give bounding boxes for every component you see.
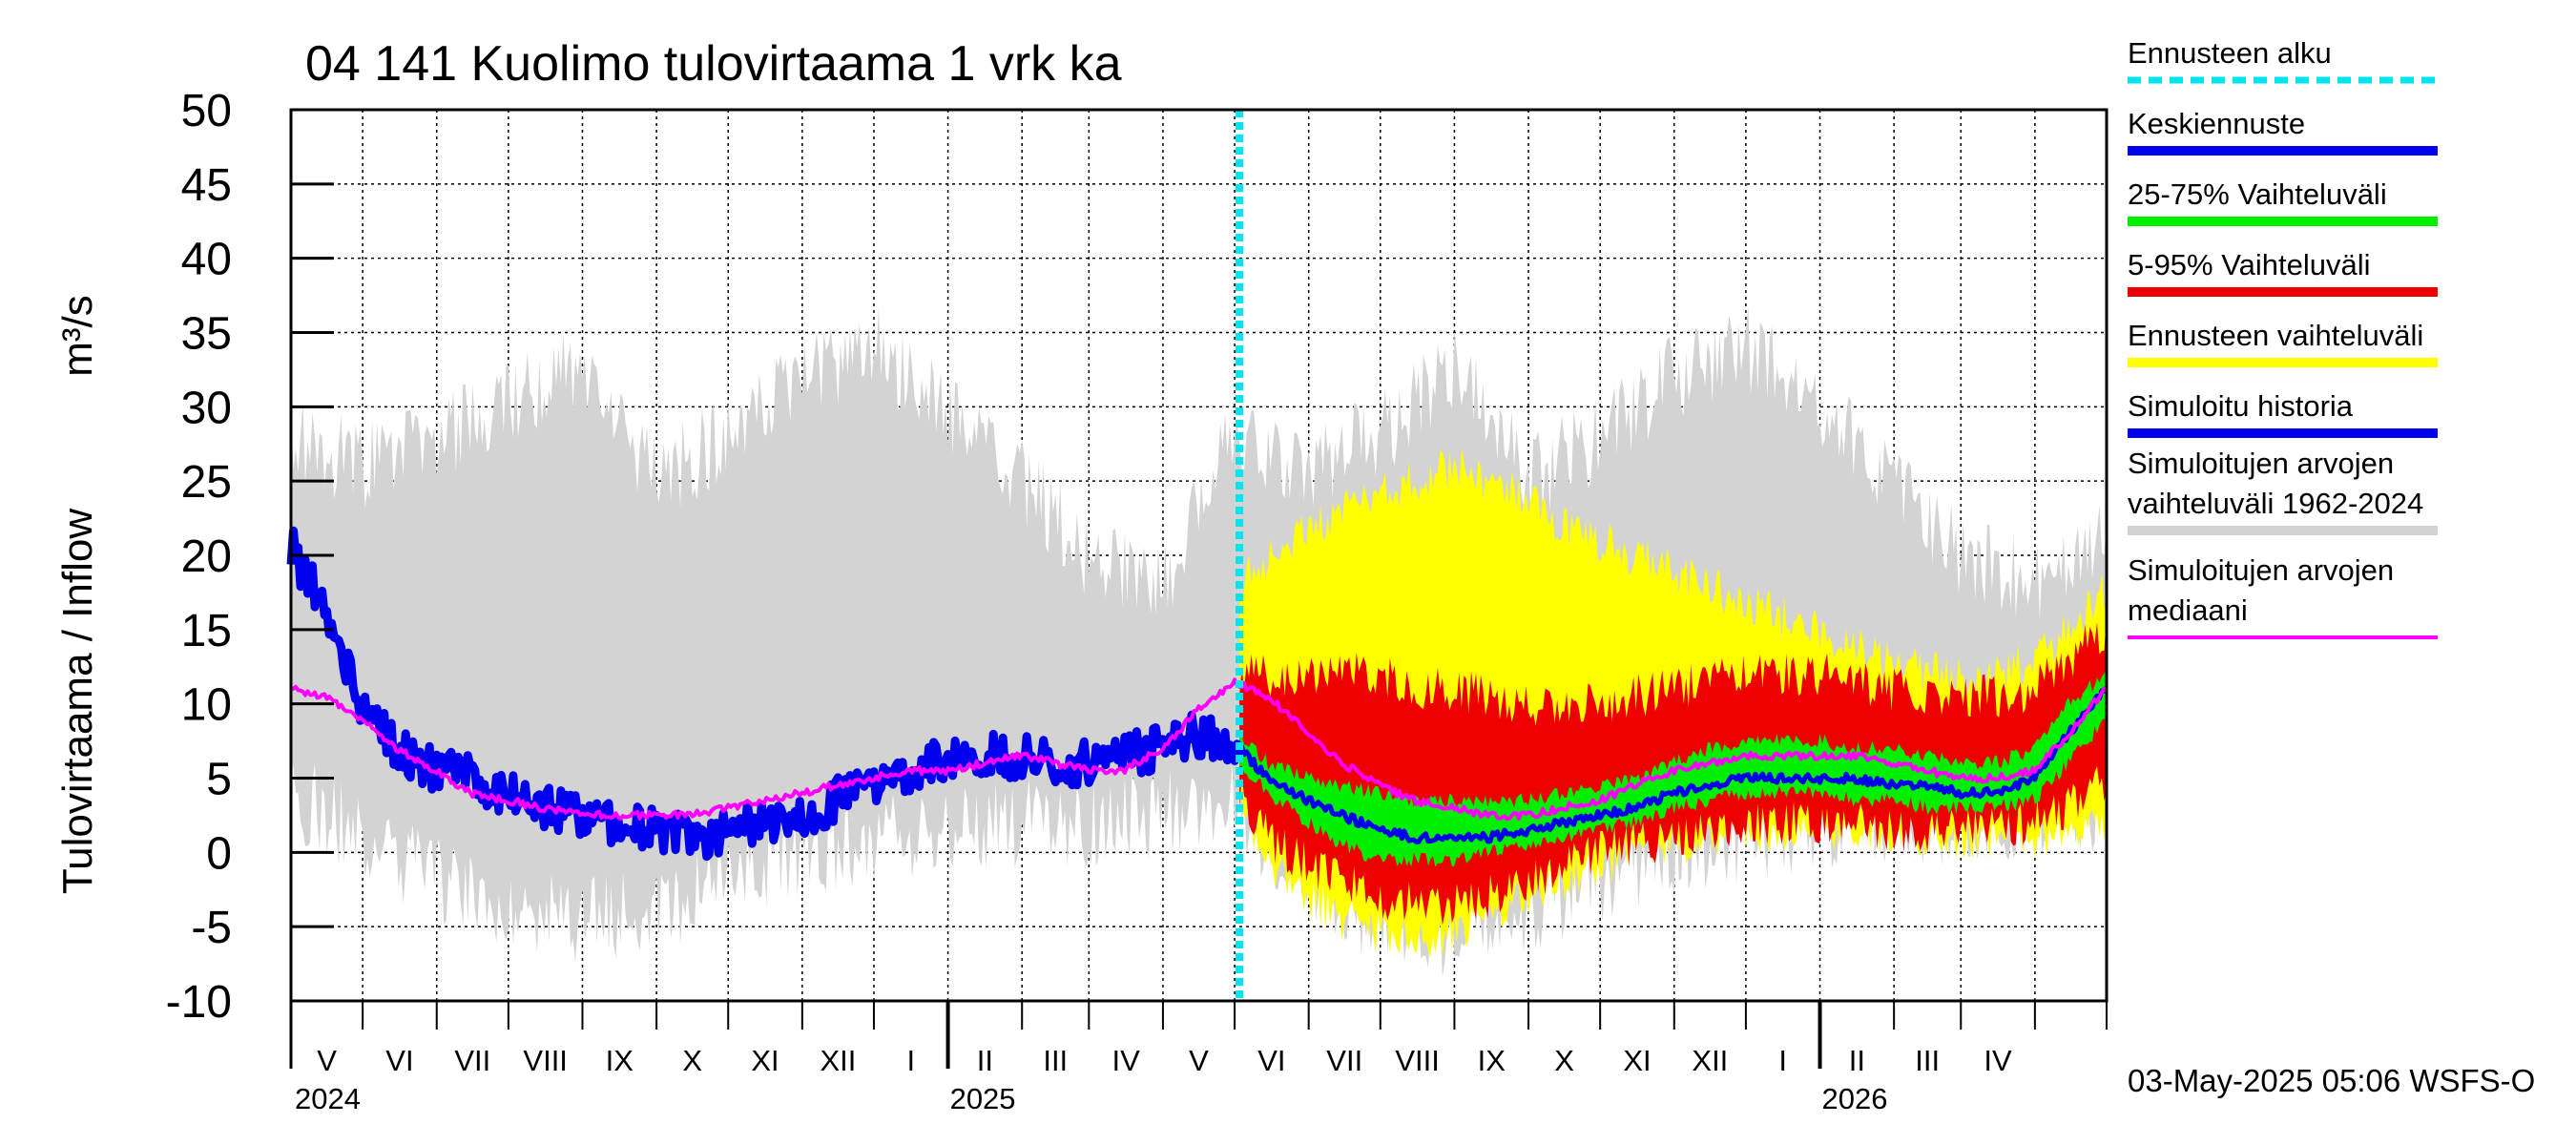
y-tick-label: 45 — [181, 160, 232, 211]
x-month-label: IV — [1111, 1044, 1140, 1077]
x-month-label: V — [1189, 1044, 1209, 1077]
y-tick-label: -10 — [166, 977, 232, 1028]
y-tick-label: 30 — [181, 383, 232, 433]
x-month-label: XI — [1623, 1044, 1651, 1077]
simulated-history-line — [286, 526, 1244, 862]
x-month-label: I — [906, 1044, 915, 1077]
legend-label: 5-95% Vaihteluväli — [2128, 248, 2370, 281]
legend-item: Ennusteen alku — [2128, 36, 2438, 84]
y-tick-label: 15 — [181, 606, 232, 656]
x-month-label: VI — [1257, 1044, 1285, 1077]
x-month-label: X — [682, 1044, 702, 1077]
x-month-label: I — [1778, 1044, 1787, 1077]
lines — [286, 110, 2109, 1001]
x-month-label: VII — [1326, 1044, 1362, 1077]
legend-item: Ennusteen vaihteluväli — [2128, 319, 2438, 367]
legend-label: mediaani — [2128, 593, 2248, 627]
y-tick-label: 0 — [206, 828, 232, 879]
y-tick-label: -5 — [191, 903, 232, 953]
legend-item: 25-75% Vaihteluväli — [2128, 177, 2438, 226]
y-tick-label: 40 — [181, 235, 232, 285]
y-axis-unit: m³/s — [54, 295, 101, 377]
legend-label: 25-75% Vaihteluväli — [2128, 177, 2387, 211]
legend-item: Simuloitujen arvojen mediaani — [2128, 553, 2438, 639]
legend-item: 5-95% Vaihteluväli — [2128, 248, 2438, 297]
legend-label: Simuloitu historia — [2128, 389, 2354, 423]
median-line — [290, 677, 2109, 822]
x-month-label: III — [1915, 1044, 1940, 1077]
legend-label: Keskiennuste — [2128, 107, 2305, 140]
y-axis-label: Tulovirtaama / Inflow m³/s — [54, 295, 101, 894]
legend: Ennusteen alku Keskiennuste 25-75% Vaihtel… — [2128, 36, 2438, 639]
x-year-label: 2025 — [950, 1082, 1016, 1115]
legend-label: Simuloitujen arvojen — [2128, 553, 2394, 587]
x-month-label: IX — [606, 1044, 634, 1077]
mean-forecast-line — [1238, 688, 2108, 844]
y-tick-label: 50 — [181, 86, 232, 136]
x-month-label: XII — [1692, 1044, 1728, 1077]
x-month-label: XII — [820, 1044, 856, 1077]
legend-item: Keskiennuste — [2128, 107, 2438, 156]
y-tick-label: 5 — [206, 755, 232, 805]
legend-label: Ennusteen alku — [2128, 36, 2332, 70]
x-month-label: II — [1849, 1044, 1865, 1077]
legend-label: Ennusteen vaihteluväli — [2128, 319, 2423, 352]
x-month-label: IX — [1478, 1044, 1506, 1077]
y-tick-label: 20 — [181, 531, 232, 582]
x-month-label: V — [317, 1044, 337, 1077]
chart-title: 04 141 Kuolimo tulovirtaama 1 vrk ka — [305, 36, 1122, 92]
y-tick-label: 35 — [181, 309, 232, 360]
x-month-label: VI — [385, 1044, 413, 1077]
y-tick-label: 25 — [181, 457, 232, 508]
legend-item: Simuloitujen arvojen vaihteluväli 1962-20… — [2128, 447, 2438, 535]
x-month-label: X — [1554, 1044, 1574, 1077]
y-tick-label: 10 — [181, 680, 232, 731]
x-month-label: XI — [751, 1044, 779, 1077]
legend-label: Simuloitujen arvojen — [2128, 447, 2394, 480]
x-year-label: 2024 — [295, 1082, 361, 1115]
x-month-label: III — [1043, 1044, 1068, 1077]
x-month-label: IV — [1984, 1044, 2012, 1077]
x-month-label: VIII — [523, 1044, 568, 1077]
x-month-label: VIII — [1395, 1044, 1440, 1077]
legend-item: Simuloitu historia — [2128, 389, 2438, 438]
y-axis-title: Tulovirtaama / Inflow — [54, 509, 101, 895]
x-month-label: II — [977, 1044, 993, 1077]
legend-label: vaihteluväli 1962-2024 — [2128, 487, 2423, 520]
footer-timestamp: 03-May-2025 05:06 WSFS-O — [2128, 1063, 2535, 1098]
x-year-label: 2026 — [1822, 1082, 1888, 1115]
x-month-label: VII — [454, 1044, 490, 1077]
